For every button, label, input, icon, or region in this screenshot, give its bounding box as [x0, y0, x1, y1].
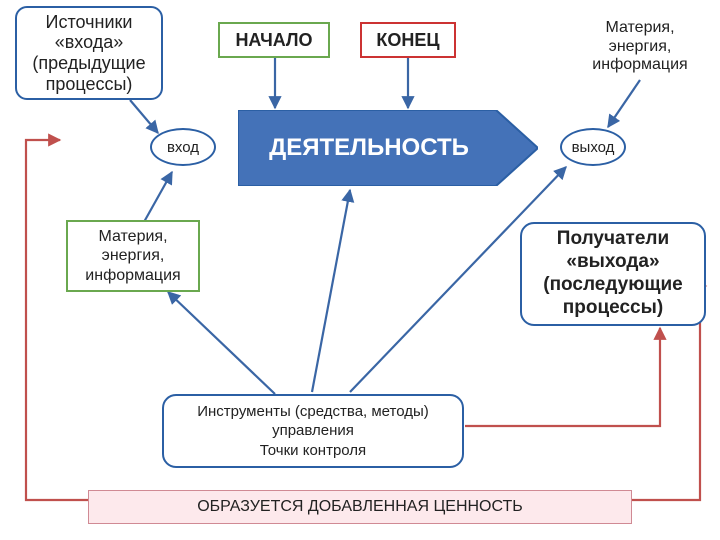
vhod-label: вход	[167, 139, 199, 156]
matter-left-l1: Материя,	[85, 227, 180, 246]
matter-top-l1: Материя,	[592, 19, 687, 37]
instruments-box: Инструменты (средства, методы) управлени…	[162, 394, 464, 468]
matter-top-l2: энергия,	[592, 38, 687, 56]
value-added-box: ОБРАЗУЕТСЯ ДОБАВЛЕННАЯ ЦЕННОСТЬ	[88, 490, 632, 524]
activity-arrow: ДЕЯТЕЛЬНОСТЬ	[238, 110, 538, 186]
receivers-l4: процессы)	[543, 297, 682, 320]
matter-left-box: Материя, энергия, информация	[66, 220, 200, 292]
vhod-pill: вход	[150, 128, 216, 166]
end-label: КОНЕЦ	[376, 30, 439, 51]
sources-line1: Источники	[32, 12, 145, 33]
instr-l3: Точки контроля	[197, 441, 429, 461]
instr-l2: управления	[197, 421, 429, 441]
arrow-instr-to-receivers	[465, 328, 660, 426]
end-box: КОНЕЦ	[360, 22, 456, 58]
matter-left-l3: информация	[85, 266, 180, 285]
matter-top-l3: информация	[592, 56, 687, 74]
arrow-sources-to-vhod	[130, 100, 158, 133]
sources-line2: «входа»	[32, 32, 145, 53]
arrow-matter-top-to-vyhod	[608, 80, 640, 127]
sources-box: Источники «входа» (предыдущие процессы)	[15, 6, 163, 100]
vyhod-label: выход	[572, 139, 615, 156]
matter-left-l2: энергия,	[85, 246, 180, 265]
start-label: НАЧАЛО	[235, 30, 312, 51]
arrow-instr-to-activity	[312, 190, 350, 392]
arrow-matter-to-vhod	[144, 172, 172, 222]
receivers-l3: (последующие	[543, 274, 682, 297]
receivers-box: Получатели «выхода» (последующие процесс…	[520, 222, 706, 326]
activity-label: ДЕЯТЕЛЬНОСТЬ	[269, 134, 469, 162]
matter-top-box: Материя, энергия, информация	[574, 14, 706, 80]
instr-l1: Инструменты (средства, методы)	[197, 402, 429, 422]
arrow-value-loop-left	[26, 140, 90, 500]
arrow-instr-to-matter-left	[168, 292, 275, 394]
sources-line4: процессы)	[32, 74, 145, 95]
value-added-label: ОБРАЗУЕТСЯ ДОБАВЛЕННАЯ ЦЕННОСТЬ	[197, 498, 523, 516]
receivers-l2: «выхода»	[543, 251, 682, 274]
receivers-l1: Получатели	[543, 228, 682, 251]
sources-line3: (предыдущие	[32, 53, 145, 74]
start-box: НАЧАЛО	[218, 22, 330, 58]
vyhod-pill: выход	[560, 128, 626, 166]
